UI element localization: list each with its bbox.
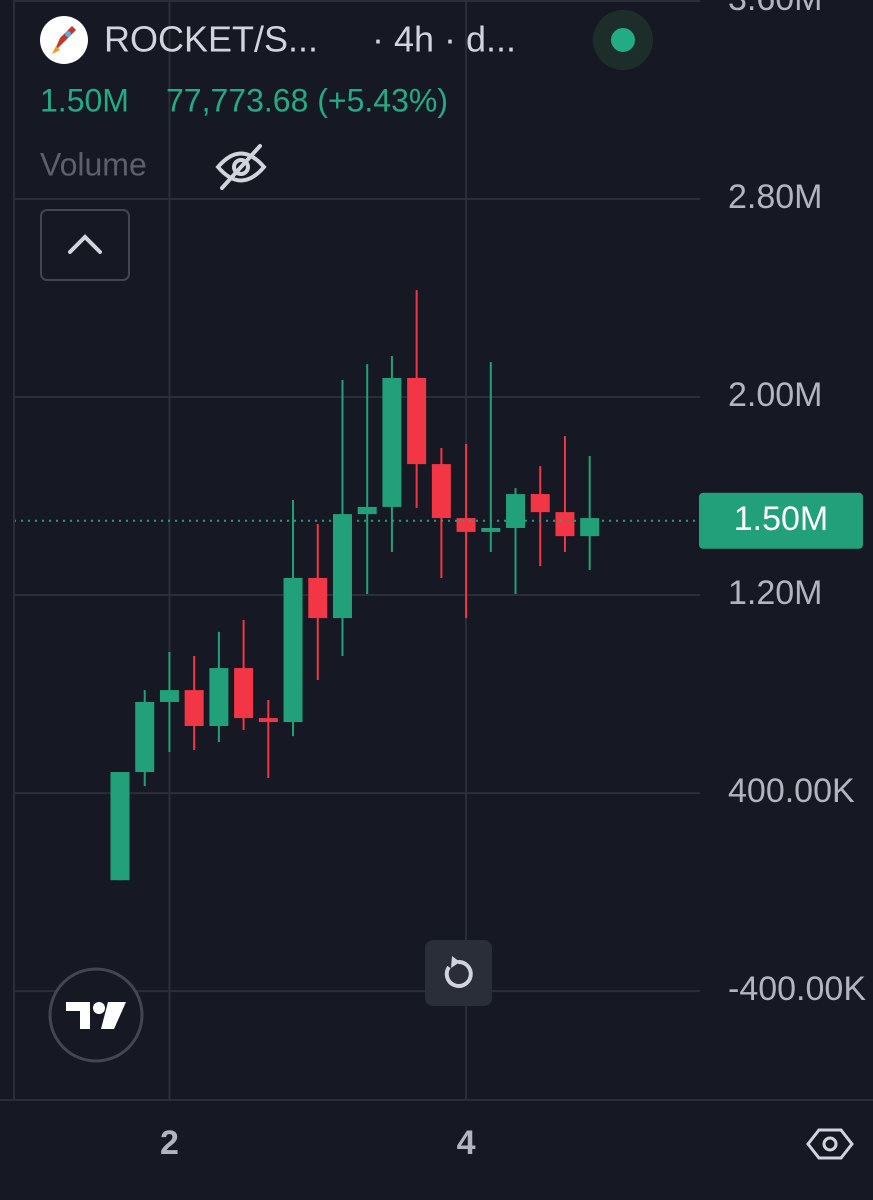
candle-body bbox=[506, 494, 526, 528]
status-dot bbox=[611, 28, 635, 52]
candle-body bbox=[234, 668, 254, 719]
x-tick-label: 2 bbox=[160, 1124, 179, 1162]
symbol-icon[interactable] bbox=[40, 16, 88, 64]
last-price-badge bbox=[699, 492, 863, 549]
candle-body bbox=[135, 701, 155, 773]
indicator-name: Volume bbox=[40, 146, 147, 182]
y-tick-label: 2.80M bbox=[728, 178, 823, 216]
candle-body bbox=[332, 514, 352, 619]
reset-button[interactable] bbox=[425, 940, 492, 1006]
y-tick-label: 400.00K bbox=[728, 772, 855, 810]
candle-body bbox=[110, 772, 130, 881]
candle-body bbox=[382, 377, 402, 507]
hide-eye-icon[interactable] bbox=[215, 144, 267, 190]
y-tick-label: 2.00M bbox=[728, 376, 823, 414]
interval[interactable]: · 4h · d... bbox=[372, 19, 516, 60]
candle-body bbox=[159, 690, 179, 702]
last-price-label: 1.50M bbox=[734, 500, 829, 538]
symbol-title[interactable]: ROCKET/S... bbox=[104, 19, 318, 60]
candle-body bbox=[580, 518, 600, 537]
candle-body bbox=[357, 506, 377, 515]
candle-body bbox=[456, 518, 476, 532]
change: 77,773.68 (+5.43%) bbox=[166, 82, 448, 118]
y-tick-label: -400.00K bbox=[728, 970, 866, 1008]
candle-body bbox=[481, 527, 501, 532]
y-tick-label: 1.20M bbox=[728, 574, 823, 612]
candle-body bbox=[555, 512, 575, 537]
tradingview-logo[interactable] bbox=[48, 967, 144, 1063]
candle-body bbox=[283, 577, 303, 723]
candle-body bbox=[184, 690, 204, 726]
collapse-button[interactable] bbox=[40, 209, 130, 281]
candle-body bbox=[431, 464, 451, 519]
plot bbox=[14, 0, 700, 1100]
candle-body bbox=[209, 668, 229, 726]
last-value: 1.50M bbox=[40, 82, 129, 118]
candle-body bbox=[530, 494, 550, 513]
candle-body bbox=[308, 577, 328, 619]
candle-body bbox=[407, 377, 427, 465]
x-tick-label: 4 bbox=[457, 1124, 476, 1162]
settings-button[interactable] bbox=[806, 1128, 854, 1160]
candle-body bbox=[258, 718, 278, 723]
y-tick-label: 3.60M bbox=[728, 0, 823, 18]
